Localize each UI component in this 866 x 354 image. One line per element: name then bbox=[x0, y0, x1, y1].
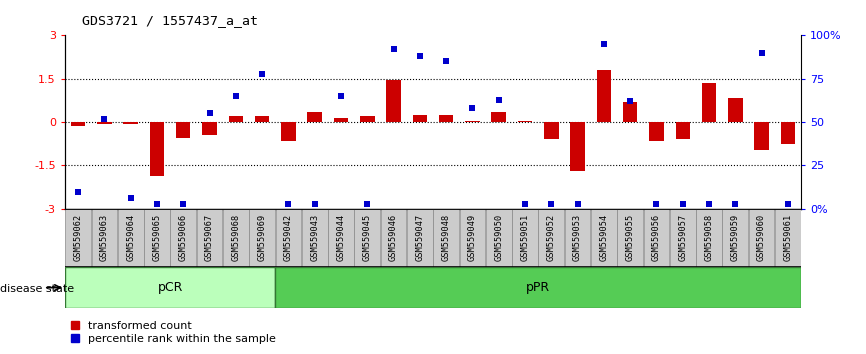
Text: GSM559049: GSM559049 bbox=[468, 213, 477, 261]
Text: GSM559047: GSM559047 bbox=[416, 213, 424, 261]
Bar bbox=[675, 122, 690, 139]
Text: pPR: pPR bbox=[526, 281, 550, 294]
Bar bbox=[65, 209, 91, 267]
Bar bbox=[486, 209, 512, 267]
Bar bbox=[754, 122, 769, 150]
Bar bbox=[565, 209, 591, 267]
Text: GSM559055: GSM559055 bbox=[625, 213, 635, 261]
Text: disease state: disease state bbox=[0, 284, 74, 293]
Bar bbox=[275, 267, 801, 308]
Bar bbox=[150, 122, 165, 176]
Bar bbox=[71, 122, 86, 126]
Text: GSM559052: GSM559052 bbox=[546, 213, 556, 261]
Bar bbox=[124, 122, 138, 124]
Text: GSM559069: GSM559069 bbox=[257, 213, 267, 261]
Text: GSM559068: GSM559068 bbox=[231, 213, 241, 261]
Text: GSM559048: GSM559048 bbox=[442, 213, 450, 261]
Bar bbox=[407, 209, 433, 267]
Bar bbox=[623, 102, 637, 122]
Bar bbox=[749, 209, 774, 267]
Bar bbox=[439, 115, 454, 122]
Text: GSM559065: GSM559065 bbox=[152, 213, 161, 261]
Text: GSM559054: GSM559054 bbox=[599, 213, 609, 261]
Bar bbox=[465, 121, 480, 122]
Bar bbox=[333, 118, 348, 122]
Bar bbox=[775, 209, 801, 267]
Text: GSM559045: GSM559045 bbox=[363, 213, 372, 261]
Bar bbox=[360, 116, 374, 122]
Text: GSM559050: GSM559050 bbox=[494, 213, 503, 261]
Bar bbox=[544, 122, 559, 139]
Text: GSM559056: GSM559056 bbox=[652, 213, 661, 261]
Bar bbox=[571, 122, 585, 171]
Bar bbox=[722, 209, 748, 267]
Text: GSM559059: GSM559059 bbox=[731, 213, 740, 261]
Bar bbox=[539, 209, 564, 267]
Text: GSM559057: GSM559057 bbox=[678, 213, 688, 261]
Text: pCR: pCR bbox=[158, 281, 183, 294]
Text: GSM559060: GSM559060 bbox=[757, 213, 766, 261]
Bar bbox=[460, 209, 485, 267]
Text: GSM559067: GSM559067 bbox=[205, 213, 214, 261]
Bar bbox=[617, 209, 643, 267]
Bar bbox=[780, 122, 795, 144]
Bar bbox=[492, 112, 506, 122]
Bar bbox=[197, 209, 223, 267]
Text: GSM559063: GSM559063 bbox=[100, 213, 109, 261]
Bar bbox=[229, 116, 243, 122]
Bar bbox=[65, 267, 275, 308]
Bar bbox=[249, 209, 275, 267]
Bar bbox=[381, 209, 406, 267]
Bar bbox=[302, 209, 327, 267]
Bar bbox=[176, 122, 191, 138]
Bar bbox=[650, 122, 663, 141]
Text: GDS3721 / 1557437_a_at: GDS3721 / 1557437_a_at bbox=[82, 14, 258, 27]
Text: GSM559043: GSM559043 bbox=[310, 213, 320, 261]
Bar bbox=[512, 209, 538, 267]
Bar bbox=[171, 209, 196, 267]
Bar bbox=[255, 116, 269, 122]
Text: GSM559051: GSM559051 bbox=[520, 213, 529, 261]
Bar bbox=[591, 209, 617, 267]
Text: GSM559042: GSM559042 bbox=[284, 213, 293, 261]
Bar bbox=[412, 115, 427, 122]
Bar bbox=[728, 98, 742, 122]
Text: GSM559046: GSM559046 bbox=[389, 213, 398, 261]
Bar bbox=[118, 209, 144, 267]
Bar bbox=[328, 209, 354, 267]
Bar bbox=[386, 80, 401, 122]
Bar bbox=[354, 209, 380, 267]
Bar bbox=[597, 70, 611, 122]
Legend: transformed count, percentile rank within the sample: transformed count, percentile rank withi… bbox=[70, 321, 276, 344]
Bar bbox=[203, 122, 216, 135]
Bar bbox=[92, 209, 117, 267]
Bar bbox=[223, 209, 249, 267]
Bar bbox=[696, 209, 722, 267]
Text: GSM559061: GSM559061 bbox=[784, 213, 792, 261]
Text: GSM559058: GSM559058 bbox=[705, 213, 714, 261]
Bar bbox=[518, 121, 533, 122]
Bar bbox=[281, 122, 295, 141]
Bar bbox=[643, 209, 669, 267]
Text: GSM559062: GSM559062 bbox=[74, 213, 82, 261]
Text: GSM559053: GSM559053 bbox=[573, 213, 582, 261]
Text: GSM559066: GSM559066 bbox=[178, 213, 188, 261]
Bar bbox=[307, 112, 322, 122]
Bar bbox=[275, 209, 301, 267]
Bar bbox=[433, 209, 459, 267]
Bar bbox=[144, 209, 170, 267]
Text: GSM559044: GSM559044 bbox=[337, 213, 346, 261]
Bar bbox=[670, 209, 695, 267]
Bar bbox=[701, 83, 716, 122]
Bar bbox=[97, 122, 112, 124]
Text: GSM559064: GSM559064 bbox=[126, 213, 135, 261]
